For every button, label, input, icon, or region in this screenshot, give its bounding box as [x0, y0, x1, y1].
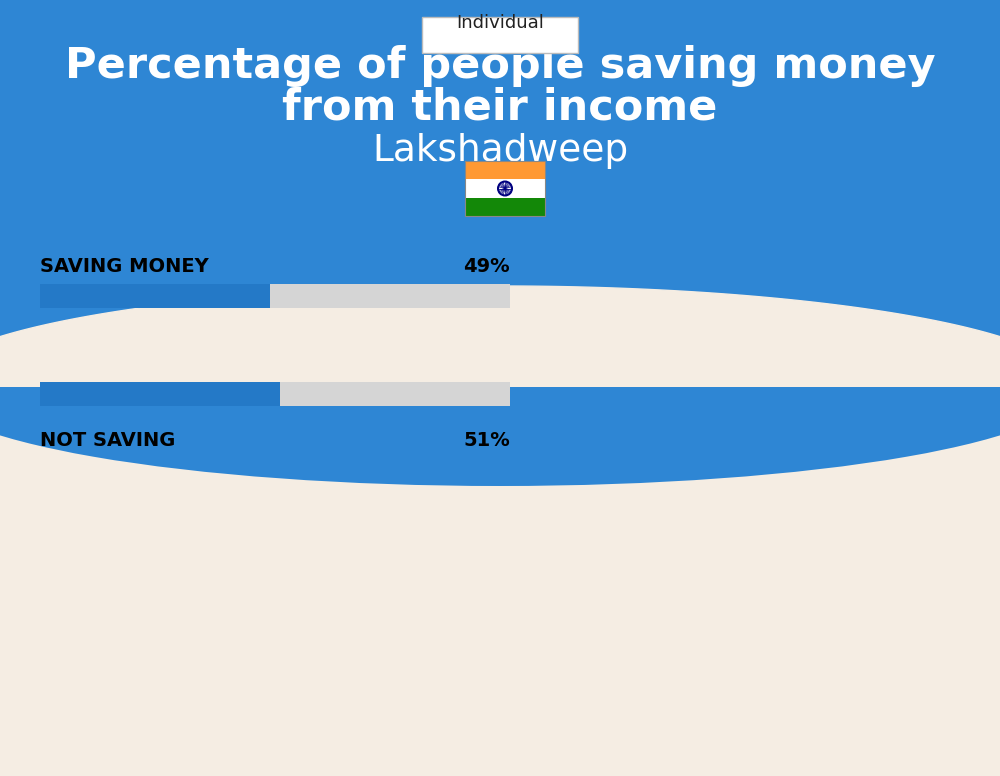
- Text: Lakshadweep: Lakshadweep: [372, 133, 628, 169]
- Text: 51%: 51%: [463, 431, 510, 450]
- Text: from their income: from their income: [282, 87, 718, 129]
- Bar: [465, 161, 545, 179]
- Text: SAVING MONEY: SAVING MONEY: [40, 257, 209, 276]
- Text: Individual: Individual: [456, 14, 544, 32]
- Text: NOT SAVING: NOT SAVING: [40, 431, 175, 450]
- Text: 49%: 49%: [463, 257, 510, 276]
- Polygon shape: [0, 286, 1000, 386]
- Bar: [40, 382, 280, 406]
- Bar: [465, 161, 545, 216]
- Bar: [40, 382, 510, 406]
- FancyBboxPatch shape: [422, 17, 578, 53]
- Bar: [40, 284, 270, 308]
- Text: Percentage of people saving money: Percentage of people saving money: [65, 45, 935, 87]
- Ellipse shape: [0, 286, 1000, 486]
- Bar: [40, 284, 510, 308]
- Bar: [465, 179, 545, 198]
- Bar: [0, 0, 1000, 386]
- Bar: [465, 198, 545, 216]
